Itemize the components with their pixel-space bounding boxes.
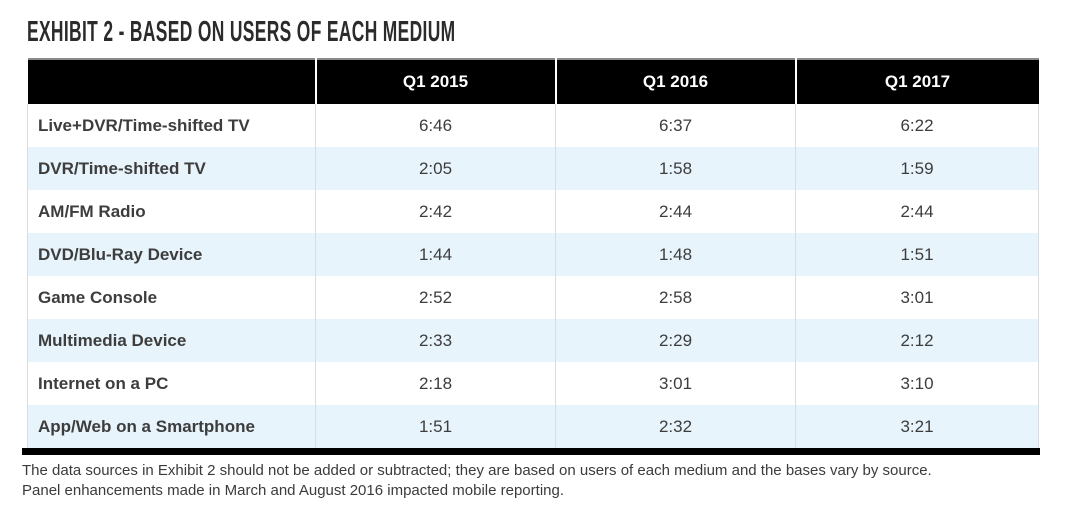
row-label: Game Console [27, 276, 316, 319]
footnotes: The data sources in Exhibit 2 should not… [22, 461, 1040, 501]
row-label: App/Web on a Smartphone [27, 405, 316, 448]
header-row: Q1 2015 Q1 2016 Q1 2017 [27, 59, 1039, 104]
table-row: DVD/Blu-Ray Device 1:44 1:48 1:51 [27, 233, 1039, 276]
column-header-q1-2015: Q1 2015 [314, 59, 556, 104]
row-label: Live+DVR/Time-shifted TV [27, 104, 316, 147]
cell-value: 2:05 [315, 147, 556, 190]
column-header-q1-2016: Q1 2016 [554, 59, 796, 104]
cell-value: 3:01 [795, 276, 1039, 319]
cell-value: 2:18 [315, 362, 556, 405]
cell-value: 1:59 [795, 147, 1039, 190]
column-header-q1-2017: Q1 2017 [794, 59, 1039, 104]
table-row: Live+DVR/Time-shifted TV 6:46 6:37 6:22 [27, 104, 1039, 147]
table-row: AM/FM Radio 2:42 2:44 2:44 [27, 190, 1039, 233]
page-title: EXHIBIT 2 - BASED ON USERS OF EACH MEDIU… [27, 12, 1040, 48]
cell-value: 2:29 [555, 319, 796, 362]
cell-value: 1:58 [555, 147, 796, 190]
table-row: Internet on a PC 2:18 3:01 3:10 [27, 362, 1039, 405]
table-row: App/Web on a Smartphone 1:51 2:32 3:21 [27, 405, 1039, 448]
cell-value: 2:44 [795, 190, 1039, 233]
footnote-line: The data sources in Exhibit 2 should not… [22, 462, 932, 479]
header-corner-cell [27, 59, 316, 104]
cell-value: 3:21 [795, 405, 1039, 448]
cell-value: 3:01 [555, 362, 796, 405]
cell-value: 1:48 [555, 233, 796, 276]
row-label: AM/FM Radio [27, 190, 316, 233]
cell-value: 1:51 [795, 233, 1039, 276]
cell-value: 2:52 [315, 276, 556, 319]
media-usage-table: Q1 2015 Q1 2016 Q1 2017 Live+DVR/Time-sh… [27, 58, 1039, 448]
table-row: Game Console 2:52 2:58 3:01 [27, 276, 1039, 319]
table-bottom-rule [22, 448, 1040, 455]
cell-value: 2:44 [555, 190, 796, 233]
cell-value: 6:46 [315, 104, 556, 147]
cell-value: 6:37 [555, 104, 796, 147]
row-label: DVD/Blu-Ray Device [27, 233, 316, 276]
cell-value: 3:10 [795, 362, 1039, 405]
cell-value: 1:44 [315, 233, 556, 276]
cell-value: 1:51 [315, 405, 556, 448]
cell-value: 2:33 [315, 319, 556, 362]
cell-value: 6:22 [795, 104, 1039, 147]
table-header: Q1 2015 Q1 2016 Q1 2017 [27, 59, 1039, 104]
page-title-text: EXHIBIT 2 - BASED ON USERS OF EACH MEDIU… [27, 16, 456, 48]
cell-value: 2:58 [555, 276, 796, 319]
row-label: DVR/Time-shifted TV [27, 147, 316, 190]
cell-value: 2:32 [555, 405, 796, 448]
exhibit-container: EXHIBIT 2 - BASED ON USERS OF EACH MEDIU… [22, 12, 1040, 501]
table-row: Multimedia Device 2:33 2:29 2:12 [27, 319, 1039, 362]
table-body: Live+DVR/Time-shifted TV 6:46 6:37 6:22 … [27, 104, 1039, 448]
row-label: Multimedia Device [27, 319, 316, 362]
table-row: DVR/Time-shifted TV 2:05 1:58 1:59 [27, 147, 1039, 190]
cell-value: 2:12 [795, 319, 1039, 362]
row-label: Internet on a PC [27, 362, 316, 405]
cell-value: 2:42 [315, 190, 556, 233]
footnote-line: Panel enhancements made in March and Aug… [22, 482, 564, 499]
